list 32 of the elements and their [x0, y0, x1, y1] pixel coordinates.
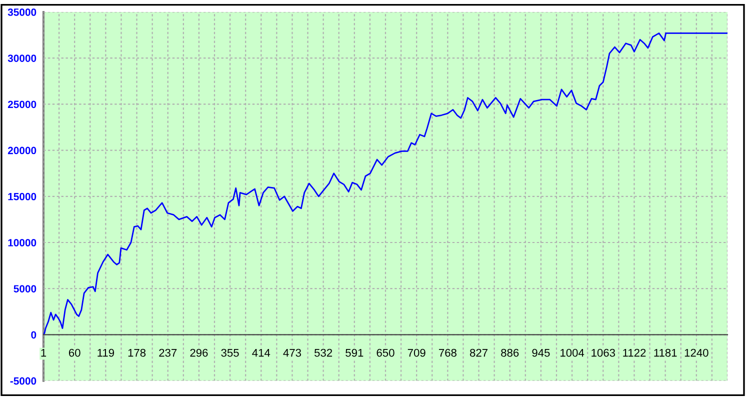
y-tick-label: 0 — [31, 331, 36, 339]
y-tick-label: 20000 — [8, 146, 36, 154]
x-tick-label: 1004 — [560, 348, 584, 357]
x-tick-label: 591 — [346, 348, 364, 357]
x-tick-label: 827 — [470, 348, 488, 357]
x-tick-label: 1 — [41, 348, 46, 357]
x-tick-label: 414 — [252, 348, 270, 357]
y-tick-label: 30000 — [8, 54, 36, 62]
x-tick-label: 1063 — [592, 348, 616, 357]
x-tick-label: 1240 — [684, 348, 708, 357]
x-tick-label: 886 — [501, 348, 519, 357]
y-tick-label: 35000 — [8, 8, 36, 16]
x-tick-label: 473 — [283, 348, 302, 357]
x-tick-label: 296 — [190, 348, 208, 357]
y-tick-label: 5000 — [14, 285, 36, 292]
line-series — [44, 32, 728, 336]
x-tick-label: 1122 — [623, 348, 646, 357]
x-tick-label: 768 — [438, 348, 456, 357]
y-tick-label: 25000 — [8, 100, 36, 108]
x-tick-label: 119 — [98, 348, 114, 357]
x-tick-label: 178 — [128, 348, 146, 357]
y-tick-label: 10000 — [8, 239, 36, 246]
x-tick-label: 355 — [221, 348, 239, 357]
x-tick-label: 237 — [159, 348, 177, 357]
y-tick-label: -5000 — [10, 377, 36, 385]
x-tick-label: 532 — [314, 348, 332, 357]
x-tick-label: 60 — [68, 348, 80, 357]
x-tick-label: 945 — [532, 348, 550, 357]
y-tick-label: 15000 — [8, 192, 36, 200]
x-tick-label: 1181 — [654, 348, 677, 357]
x-tick-label: 709 — [408, 348, 426, 357]
x-tick-label: 650 — [376, 348, 394, 357]
